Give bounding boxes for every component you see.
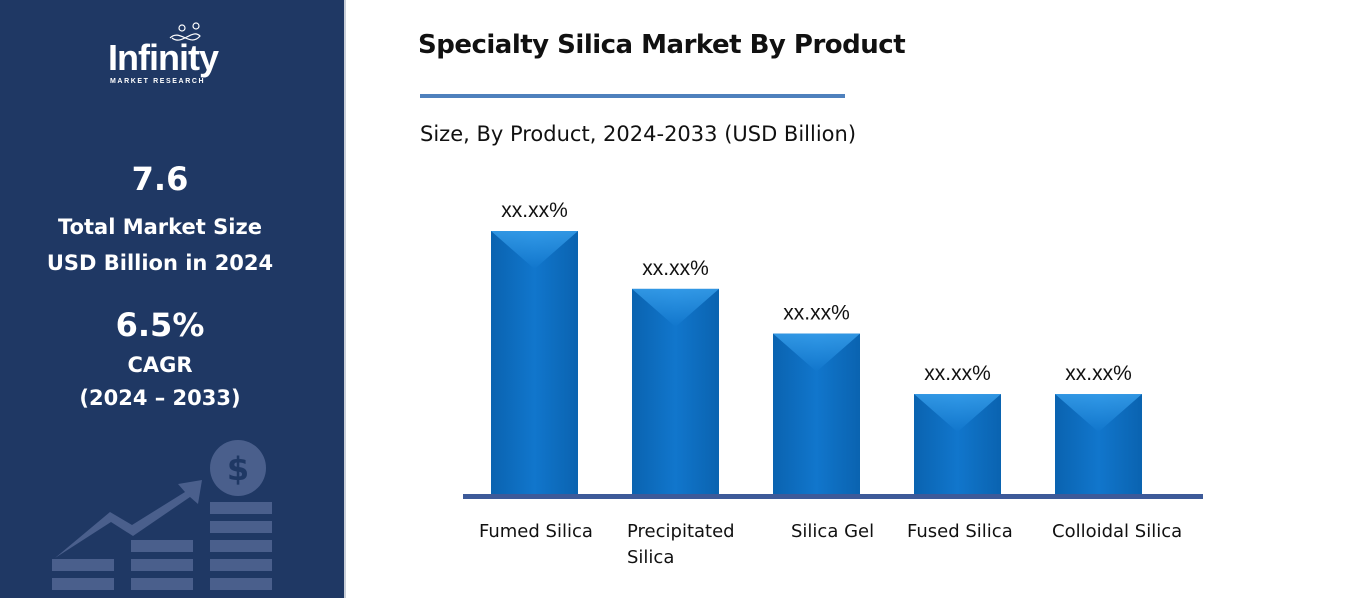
category-label: Silica Gel (791, 521, 875, 542)
cagr-value: 6.5% (115, 306, 205, 344)
svg-text:Infinity: Infinity (108, 37, 219, 78)
growth-chart-dollar-icon: $ (52, 440, 272, 590)
bar-0 (491, 231, 578, 494)
cagr-period: (2024 – 2033) (79, 386, 241, 410)
data-label: xx.xx% (924, 362, 991, 385)
cagr-label: CAGR (127, 353, 193, 377)
data-label: xx.xx% (642, 257, 709, 280)
bar-highlight (491, 231, 578, 269)
infinity-logo: Infinity MARKET RESEARCH (108, 22, 220, 85)
category-label: Fumed Silica (479, 521, 593, 542)
market-size-label: Total Market Size (58, 215, 262, 239)
category-label: Colloidal Silica (1052, 521, 1183, 542)
data-label: xx.xx% (501, 199, 568, 222)
svg-text:$: $ (227, 450, 249, 488)
category-label: Fused Silica (907, 521, 1013, 542)
data-label: xx.xx% (1065, 362, 1132, 385)
x-axis (463, 494, 1203, 499)
summary-sidebar: Infinity MARKET RESEARCH 7.6 Total Marke… (0, 0, 346, 598)
bar-highlight (632, 288, 719, 327)
svg-text:MARKET RESEARCH: MARKET RESEARCH (110, 78, 205, 85)
market-size-unit: USD Billion in 2024 (46, 251, 274, 275)
chart-title: Specialty Silica Market By Product (418, 30, 906, 60)
market-size-value: 7.6 (131, 160, 189, 198)
title-underline (420, 94, 845, 98)
category-label: Precipitated Silica (627, 521, 735, 568)
data-label: xx.xx% (783, 302, 850, 325)
bar-highlight (914, 394, 1001, 433)
chart-subtitle: Size, By Product, 2024-2033 (USD Billion… (420, 122, 857, 146)
bar-highlight (1055, 394, 1142, 433)
bar-highlight (773, 333, 860, 372)
